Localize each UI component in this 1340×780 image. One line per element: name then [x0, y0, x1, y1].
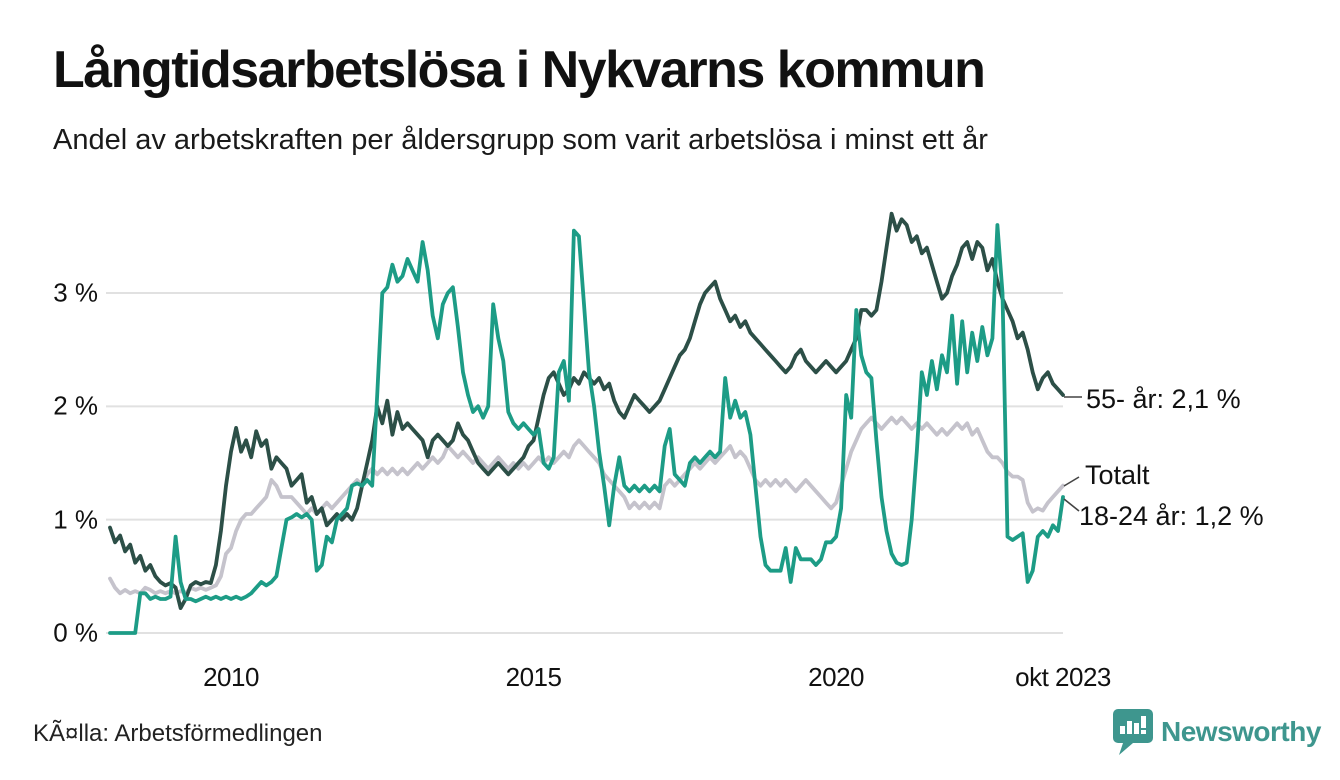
x-axis-tick-label: 2020	[808, 662, 865, 692]
y-axis-tick-label: 2 %	[53, 390, 98, 421]
x-axis-tick-label: 2015	[505, 662, 562, 692]
series-label-18-24-ar: 18-24 år: 1,2 %	[1079, 501, 1264, 531]
y-axis-tick-label: 1 %	[53, 504, 98, 535]
page-subtitle: Andel av arbetskraften per åldersgrupp s…	[53, 124, 988, 156]
y-axis-tick-label: 3 %	[53, 277, 98, 308]
series-line-55-ar	[108, 211, 1065, 610]
x-axis-tick-label: okt 2023	[1015, 662, 1111, 692]
bar-chart-speech-bubble-icon	[1113, 709, 1153, 755]
series-line-totalt	[108, 415, 1065, 596]
newsworthy-brand: Newsworthy	[1113, 709, 1321, 755]
label-connector	[1063, 498, 1080, 512]
x-axis-tick-label: 2010	[203, 662, 259, 692]
page-title: Långtidsarbetslösa i Nykvarns kommun	[53, 41, 986, 99]
series-label-55-ar: 55- år: 2,1 %	[1086, 384, 1241, 414]
series-label-totalt: Totalt	[1085, 460, 1150, 490]
brand-name: Newsworthy	[1161, 716, 1321, 747]
series-line-18-24-ar	[108, 223, 1065, 635]
label-connector	[1063, 476, 1080, 487]
source-attribution: KÃ¤lla: Arbetsförmedlingen	[33, 720, 323, 747]
y-axis-tick-label: 0 %	[53, 617, 98, 648]
